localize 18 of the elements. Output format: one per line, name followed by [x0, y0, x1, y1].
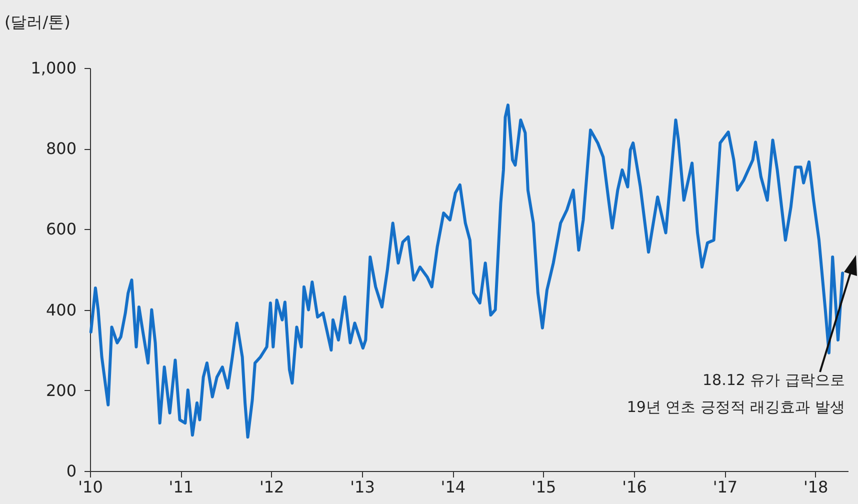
y-tick-label: 1,000 — [30, 58, 76, 78]
x-tick-label: '14 — [440, 478, 466, 496]
x-tick-label: '15 — [531, 478, 556, 496]
y-tick-label: 800 — [46, 139, 76, 158]
y-axis-title: (달러/톤) — [4, 12, 70, 32]
y-tick-label: 400 — [46, 300, 76, 320]
x-tick-label: '11 — [168, 478, 194, 496]
x-tick-label: '12 — [259, 478, 284, 496]
y-tick-label: 600 — [46, 220, 76, 239]
x-tick-label: '16 — [622, 478, 647, 496]
line-series — [89, 104, 844, 439]
x-tick-label: '18 — [803, 478, 828, 496]
x-tick-label: '13 — [350, 478, 375, 496]
x-tick-label: '17 — [712, 478, 738, 496]
y-tick-label: 200 — [46, 380, 76, 400]
y-tick-label: 0 — [66, 462, 76, 480]
x-tick-label: '10 — [78, 478, 103, 496]
annotation: 18.12 유가 급락으로 19년 연초 긍정적 래깅효과 발생 — [626, 371, 845, 416]
